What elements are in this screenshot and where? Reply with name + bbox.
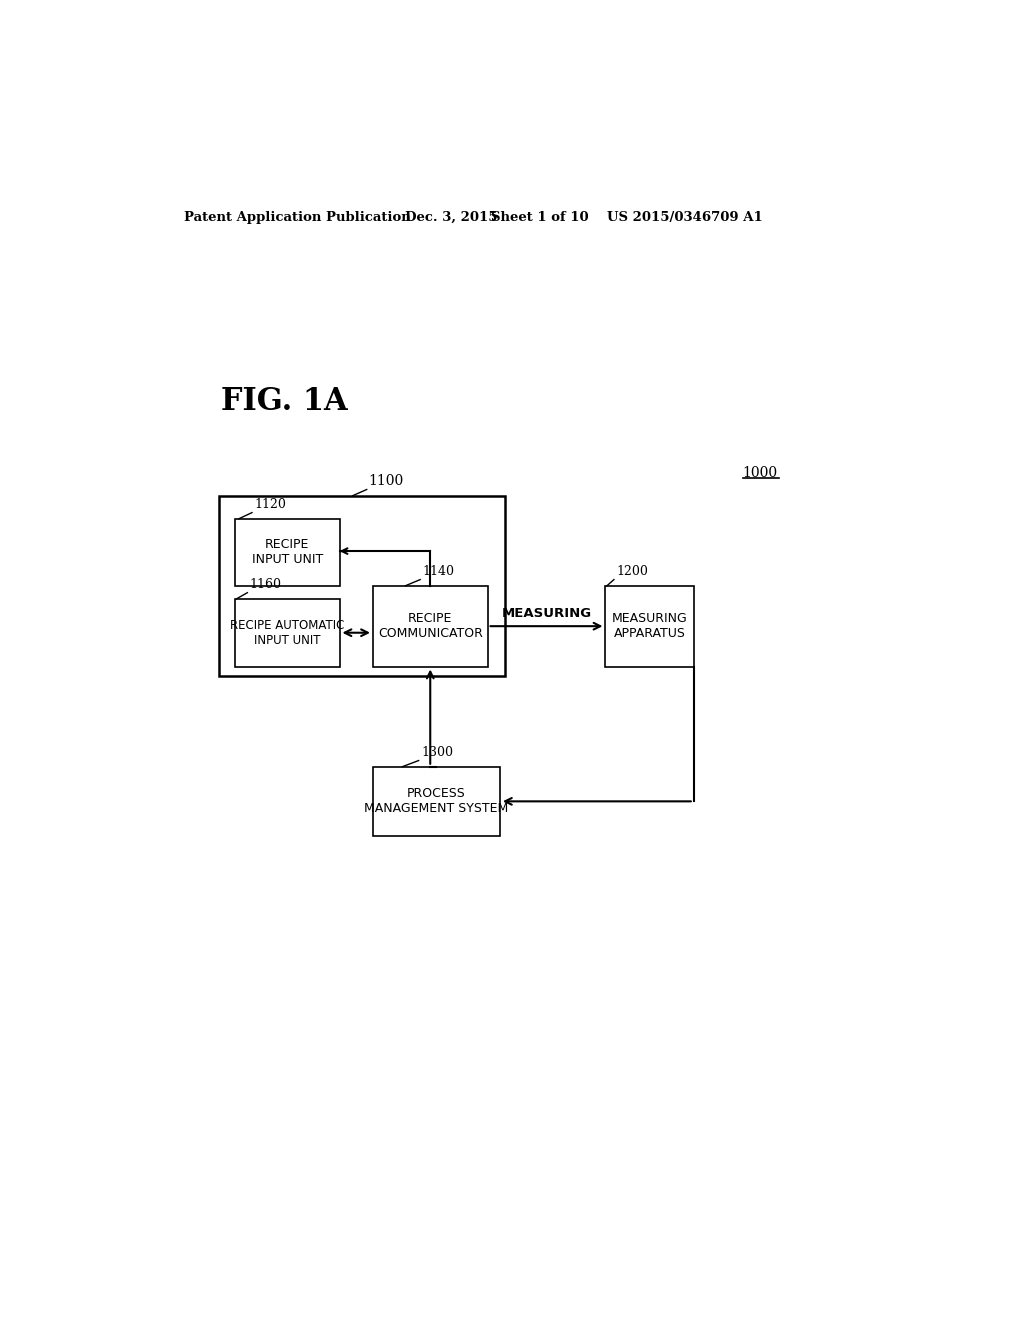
- Bar: [605, 586, 693, 667]
- Text: 1120: 1120: [254, 498, 286, 511]
- Text: Dec. 3, 2015: Dec. 3, 2015: [406, 211, 498, 224]
- Bar: [234, 599, 340, 667]
- Text: 1160: 1160: [250, 578, 282, 591]
- Text: Sheet 1 of 10: Sheet 1 of 10: [490, 211, 589, 224]
- Text: RECIPE AUTOMATIC
INPUT UNIT: RECIPE AUTOMATIC INPUT UNIT: [230, 619, 344, 647]
- Text: PROCESS
MANAGEMENT SYSTEM: PROCESS MANAGEMENT SYSTEM: [365, 787, 509, 816]
- Text: 1140: 1140: [423, 565, 455, 578]
- Text: US 2015/0346709 A1: US 2015/0346709 A1: [607, 211, 763, 224]
- Bar: [373, 767, 500, 836]
- Text: 1300: 1300: [421, 746, 453, 759]
- Text: Patent Application Publication: Patent Application Publication: [183, 211, 411, 224]
- Text: FIG. 1A: FIG. 1A: [221, 385, 347, 417]
- Text: MEASURING
APPARATUS: MEASURING APPARATUS: [611, 612, 687, 640]
- Text: 1100: 1100: [369, 474, 403, 488]
- Bar: [219, 496, 506, 676]
- Text: RECIPE
COMMUNICATOR: RECIPE COMMUNICATOR: [378, 612, 482, 640]
- Text: 1000: 1000: [742, 466, 777, 480]
- Bar: [373, 586, 487, 667]
- Bar: [234, 519, 340, 586]
- Text: RECIPE
INPUT UNIT: RECIPE INPUT UNIT: [252, 539, 323, 566]
- Text: MEASURING: MEASURING: [502, 607, 592, 620]
- Text: 1200: 1200: [616, 565, 648, 578]
